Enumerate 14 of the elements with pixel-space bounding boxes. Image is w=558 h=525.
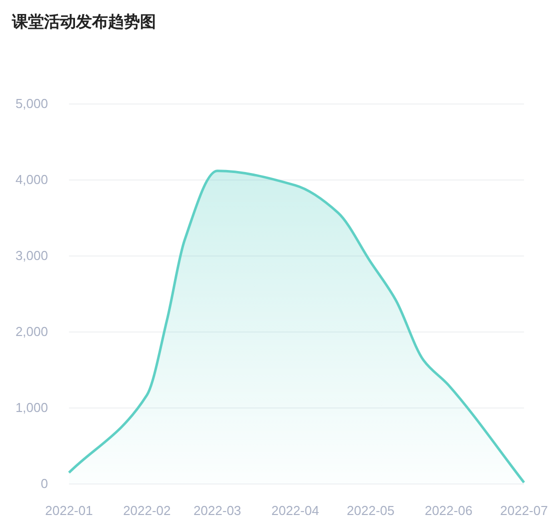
- chart-title: 课堂活动发布趋势图: [11, 13, 156, 31]
- x-tick-label: 2022-06: [424, 503, 472, 518]
- y-tick-label: 4,000: [15, 172, 48, 187]
- x-tick-label: 2022-05: [346, 503, 395, 518]
- x-tick-label: 2022-03: [193, 503, 242, 518]
- y-tick-label: 3,000: [15, 248, 48, 263]
- x-tick-label: 2022-01: [45, 503, 93, 518]
- y-tick-label: 5,000: [15, 96, 48, 111]
- x-tick-label: 2022-04: [271, 503, 320, 518]
- x-tick-label: 2022-07: [500, 503, 548, 518]
- y-tick-label: 2,000: [15, 324, 48, 339]
- y-tick-label: 0: [40, 476, 48, 491]
- y-tick-label: 1,000: [15, 400, 48, 415]
- x-tick-label: 2022-02: [123, 503, 171, 518]
